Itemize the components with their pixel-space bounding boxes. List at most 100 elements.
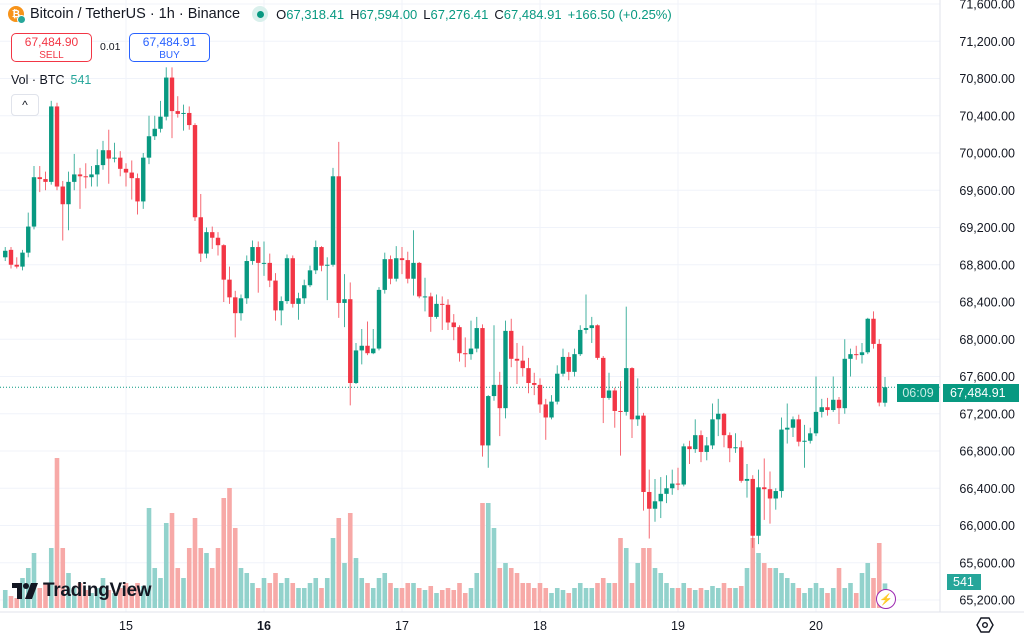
ohlc-low: L67,276.41 [423, 6, 489, 22]
volume-bar [198, 548, 204, 608]
candle-body [215, 237, 221, 246]
candle-body [417, 262, 422, 297]
candle-body [83, 176, 88, 178]
price-tick-label: 69,600.00 [959, 184, 1015, 198]
sell-label: SELL [39, 50, 64, 61]
market-open-icon [252, 6, 269, 22]
candle-body [348, 299, 353, 384]
price-tick-label: 68,800.00 [959, 258, 1015, 272]
volume-bar [767, 568, 773, 608]
candle-body [733, 447, 738, 449]
candle-body [624, 368, 629, 412]
candle-body [60, 186, 65, 205]
volume-bar [675, 588, 681, 608]
candle-body [175, 111, 180, 114]
volume-bar [359, 578, 365, 608]
volume-bar [278, 583, 284, 608]
candle-body [445, 304, 451, 323]
candle-body [284, 258, 290, 302]
price-tick-label: 68,000.00 [959, 333, 1015, 347]
volume-bar [554, 588, 560, 608]
volume-bar [600, 578, 606, 608]
buy-button[interactable]: 67,484.91 BUY [129, 33, 210, 62]
candle-body [118, 157, 123, 169]
volume-bar [876, 543, 882, 608]
candle-body [49, 106, 54, 182]
volume-value-label: 541 [947, 574, 981, 590]
candle-body [514, 358, 520, 361]
candle-body [440, 303, 445, 305]
volume-bar [583, 588, 589, 608]
candle-body [204, 232, 209, 254]
candle-body [66, 181, 71, 205]
volume-bar [14, 598, 20, 608]
volume-bar [669, 588, 675, 608]
price-axis[interactable]: 71,600.00 71,200.00 70,800.00 70,400.00 70,0… [959, 0, 1015, 608]
candle-body [112, 157, 117, 159]
candle-body [336, 176, 341, 303]
candle-body [43, 179, 48, 182]
candle-body [882, 387, 888, 403]
candle-body [261, 262, 267, 264]
last-price-value: 67,484.91 [950, 386, 1006, 400]
candle-body [635, 415, 640, 420]
sell-price: 67,484.90 [24, 35, 79, 49]
volume-bar [83, 590, 89, 608]
volume-bar [658, 573, 664, 608]
volume-bar [209, 568, 215, 608]
candle-body [739, 447, 744, 481]
candle-body [859, 352, 865, 356]
candle-body [825, 407, 830, 411]
volume-bar [416, 588, 422, 608]
volume-bar [405, 583, 411, 608]
candle-body [687, 446, 692, 450]
candle-body [612, 390, 617, 411]
price-tick-label: 70,800.00 [959, 72, 1015, 86]
candle-body [428, 296, 433, 317]
volume-bar [825, 593, 830, 608]
candle-body [537, 384, 543, 405]
candle-body [123, 168, 129, 173]
collapse-legend-button[interactable]: ^ [11, 94, 39, 116]
time-tick-label: 20 [809, 619, 823, 633]
candle-body [629, 368, 635, 420]
volume-bar [152, 568, 158, 608]
price-tick-label: 65,200.00 [959, 594, 1015, 608]
volume-bar [140, 586, 146, 608]
volume-bar [238, 568, 244, 608]
candle-body [129, 172, 134, 179]
volume-bar [652, 568, 658, 608]
volume-bar [520, 583, 526, 608]
bitcoin-logo-icon: ₿ [8, 6, 26, 24]
time-tick-label: 19 [671, 619, 685, 633]
candle-body [618, 410, 623, 412]
candle-body [785, 427, 790, 430]
symbol-title[interactable]: Bitcoin / TetherUS · 1h · Binance [30, 6, 241, 22]
volume-bar [94, 588, 100, 608]
volume-bar [629, 583, 635, 608]
candle-body [135, 178, 140, 202]
volume-bar [347, 513, 353, 608]
candle-body [319, 247, 324, 266]
candle-body [583, 328, 589, 330]
candle-body [37, 177, 42, 180]
candle-body [210, 232, 215, 238]
lightning-bolt-icon[interactable]: ⚡ [876, 589, 896, 609]
tradingview-logo[interactable]: TradingView [12, 580, 152, 602]
candle-body [221, 245, 226, 280]
candle-body [146, 136, 152, 158]
candle-body [54, 106, 60, 187]
candle-body [26, 226, 31, 253]
price-tick-label: 66,000.00 [959, 519, 1015, 533]
candle-body [566, 356, 571, 372]
volume-bar [428, 586, 434, 608]
candle-body [819, 407, 824, 412]
sell-button[interactable]: 67,484.90 SELL [11, 33, 92, 62]
settings-hexagon-icon[interactable] [976, 616, 994, 634]
volume-bar [704, 590, 710, 608]
price-tick-label: 70,400.00 [959, 109, 1015, 123]
volume-bar [744, 568, 750, 608]
time-axis[interactable]: 15 16 17 18 19 20 [119, 619, 823, 633]
candle-body [474, 328, 479, 349]
